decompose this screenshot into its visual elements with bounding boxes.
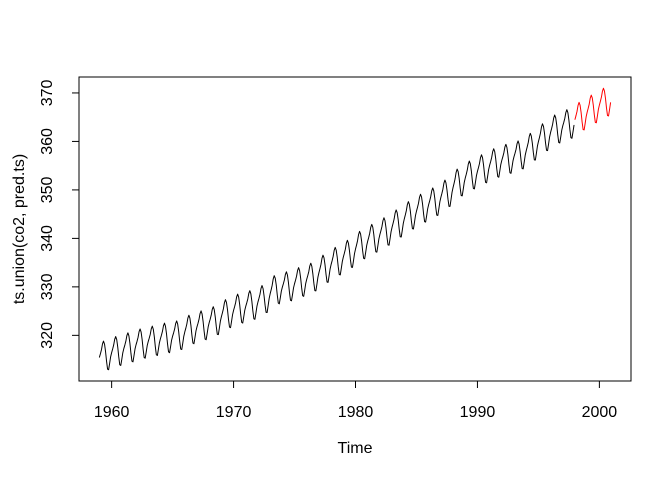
y-axis-title: ts.union(co2, pred.ts) bbox=[11, 154, 28, 304]
observed-series-line bbox=[98, 109, 575, 371]
x-axis-title: Time bbox=[338, 440, 373, 457]
y-tick-label: 370 bbox=[39, 80, 56, 107]
x-tick-label: 1960 bbox=[94, 404, 130, 421]
x-tick-label: 2000 bbox=[582, 404, 618, 421]
y-tick-label: 330 bbox=[39, 273, 56, 300]
x-tick-label: 1970 bbox=[216, 404, 252, 421]
plot-frame bbox=[78, 76, 632, 382]
x-tick-label: 1990 bbox=[460, 404, 496, 421]
plot-area: 1960 1970 1980 1990 2000 320 330 340 350 360 370 bbox=[39, 76, 632, 421]
y-tick-label: 360 bbox=[39, 128, 56, 155]
y-tick-label: 320 bbox=[39, 322, 56, 349]
y-tick-label: 340 bbox=[39, 225, 56, 252]
forecast-series-line bbox=[574, 87, 612, 131]
x-tick-label: 1980 bbox=[338, 404, 374, 421]
y-tick-label: 350 bbox=[39, 176, 56, 203]
